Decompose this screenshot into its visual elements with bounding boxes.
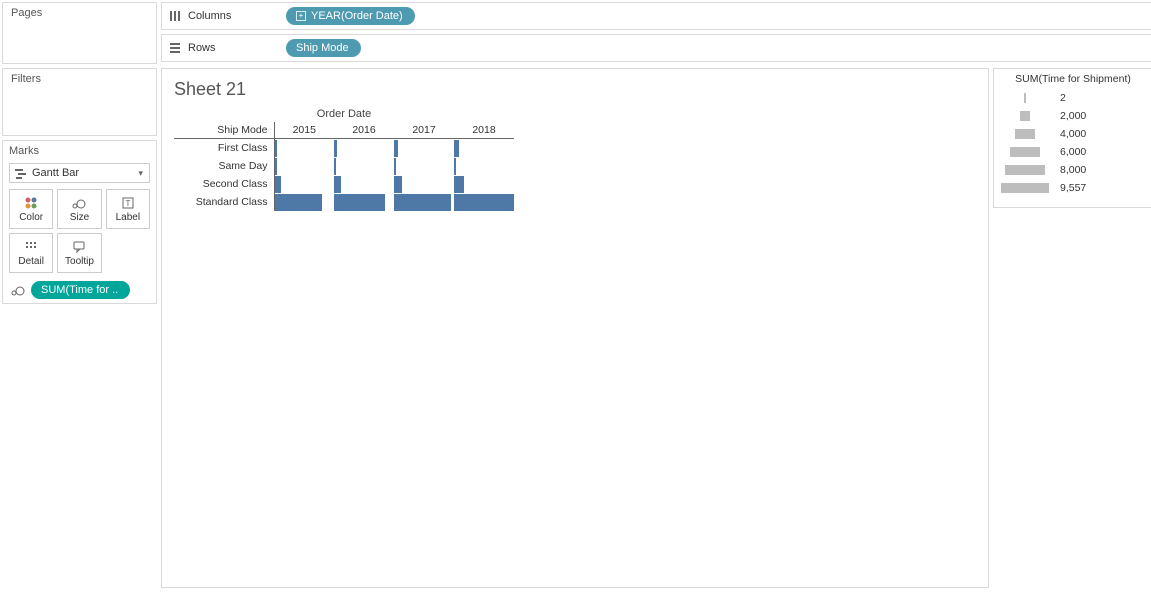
- year-header-2: 2017: [394, 122, 454, 139]
- chart-cell: [394, 139, 454, 157]
- chart-cell: [454, 175, 514, 193]
- marks-panel: Marks Gantt Bar Color S: [2, 140, 157, 304]
- size-legend: SUM(Time for Shipment) 2 2,000 4,000 6,000 8…: [993, 68, 1151, 208]
- gantt-bar[interactable]: [334, 176, 341, 193]
- legend-glyph: [1010, 147, 1040, 157]
- mark-type-select[interactable]: Gantt Bar: [9, 163, 150, 183]
- legend-item: 2: [1000, 89, 1146, 107]
- legend-item: 8,000: [1000, 161, 1146, 179]
- year-header-0: 2015: [274, 122, 334, 139]
- label-icon: T: [121, 196, 135, 210]
- tooltip-icon: [72, 240, 86, 254]
- marks-size-card[interactable]: Size: [57, 189, 101, 229]
- marks-title: Marks: [9, 145, 150, 157]
- chart-cell: [454, 193, 514, 211]
- legend-title: SUM(Time for Shipment): [1000, 73, 1146, 85]
- size-icon: [71, 196, 87, 210]
- chart-cell: [274, 157, 334, 175]
- marks-tooltip-card[interactable]: Tooltip: [57, 233, 101, 273]
- chart-cell: [334, 193, 394, 211]
- mark-type-label: Gantt Bar: [32, 167, 79, 179]
- gantt-bar[interactable]: [334, 140, 337, 157]
- chart-cell: [334, 139, 394, 157]
- gantt-bar[interactable]: [454, 176, 464, 193]
- sheet-title: Sheet 21: [174, 79, 976, 100]
- pages-panel: Pages: [2, 2, 157, 64]
- filters-panel: Filters: [2, 68, 157, 136]
- gantt-bar[interactable]: [275, 176, 281, 193]
- gantt-bar[interactable]: [454, 194, 514, 211]
- chart-cell: [274, 193, 334, 211]
- row-label: Second Class: [174, 175, 274, 193]
- row-header: Ship Mode: [174, 122, 274, 139]
- gantt-bar[interactable]: [394, 140, 398, 157]
- svg-text:T: T: [125, 199, 130, 208]
- worksheet-view[interactable]: Sheet 21 Order Date Ship Mode 2015 2016 …: [161, 68, 989, 588]
- columns-icon: [168, 10, 182, 22]
- gantt-bar-icon: [14, 167, 28, 184]
- marks-size-pill[interactable]: SUM(Time for ..: [31, 281, 130, 299]
- year-header-3: 2018: [454, 122, 514, 139]
- legend-label: 2: [1060, 92, 1146, 104]
- rows-icon: [168, 42, 182, 54]
- chart-cell: [334, 175, 394, 193]
- legend-glyph: [1005, 165, 1045, 175]
- row-label: Standard Class: [174, 193, 274, 211]
- expand-icon: +: [296, 11, 306, 21]
- rows-pill[interactable]: Ship Mode: [286, 39, 361, 57]
- gantt-bar[interactable]: [275, 194, 322, 211]
- columns-label: Columns: [188, 10, 231, 22]
- gantt-bar[interactable]: [334, 158, 336, 175]
- gantt-bar[interactable]: [394, 176, 402, 193]
- chart-cell: [454, 139, 514, 157]
- rows-label: Rows: [188, 42, 216, 54]
- gantt-bar[interactable]: [454, 140, 459, 157]
- legend-item: 6,000: [1000, 143, 1146, 161]
- gantt-bar[interactable]: [454, 158, 456, 175]
- legend-glyph: [1015, 129, 1035, 139]
- size-pill-icon: [9, 283, 27, 297]
- chart-cell: [454, 157, 514, 175]
- columns-shelf[interactable]: Columns + YEAR(Order Date): [161, 2, 1151, 30]
- chart-cell: [274, 175, 334, 193]
- legend-item: 9,557: [1000, 179, 1146, 197]
- color-icon: [24, 196, 38, 210]
- chart-cell: [274, 139, 334, 157]
- filters-title: Filters: [11, 73, 148, 85]
- pages-title: Pages: [11, 7, 148, 19]
- chart-cell: [394, 175, 454, 193]
- gantt-bar[interactable]: [394, 158, 396, 175]
- gantt-bar[interactable]: [275, 140, 278, 157]
- year-header-1: 2016: [334, 122, 394, 139]
- gantt-bar[interactable]: [334, 194, 385, 211]
- columns-pill[interactable]: + YEAR(Order Date): [286, 7, 415, 25]
- legend-glyph: [1001, 183, 1049, 193]
- marks-label-card[interactable]: T Label: [106, 189, 150, 229]
- row-label: First Class: [174, 139, 274, 157]
- legend-label: 8,000: [1060, 164, 1146, 176]
- row-label: Same Day: [174, 157, 274, 175]
- gantt-bar[interactable]: [394, 194, 451, 211]
- marks-detail-card[interactable]: Detail: [9, 233, 53, 273]
- column-axis-title: Order Date: [174, 108, 514, 120]
- gantt-chart: Ship Mode 2015 2016 2017 2018 First Clas…: [174, 122, 514, 211]
- chart-cell: [334, 157, 394, 175]
- marks-color-card[interactable]: Color: [9, 189, 53, 229]
- rows-shelf[interactable]: Rows Ship Mode: [161, 34, 1151, 62]
- legend-label: 4,000: [1060, 128, 1146, 140]
- legend-item: 4,000: [1000, 125, 1146, 143]
- legend-label: 2,000: [1060, 110, 1146, 122]
- chart-cell: [394, 157, 454, 175]
- legend-item: 2,000: [1000, 107, 1146, 125]
- gantt-bar[interactable]: [275, 158, 277, 175]
- chart-cell: [394, 193, 454, 211]
- legend-label: 9,557: [1060, 182, 1146, 194]
- detail-icon: [24, 240, 38, 254]
- legend-glyph: [1020, 111, 1030, 121]
- legend-label: 6,000: [1060, 146, 1146, 158]
- legend-glyph: [1024, 93, 1026, 103]
